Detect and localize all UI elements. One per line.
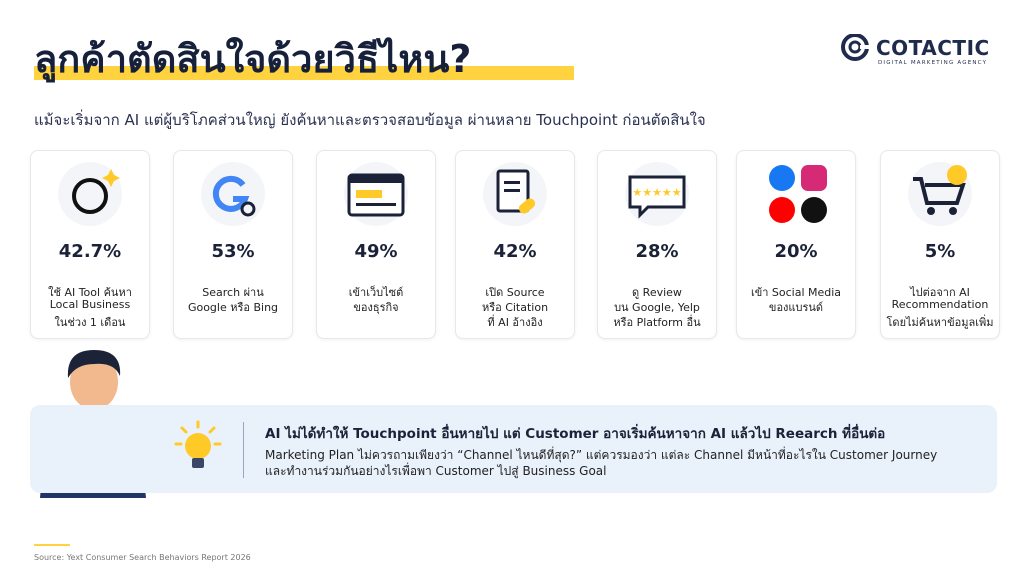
stat-label: Recommendation	[891, 298, 989, 311]
stat-label: Local Business	[49, 298, 131, 311]
logo-tagline: DIGITAL MARKETING AGENCY	[878, 60, 988, 66]
stat-label: ที่ AI อ้างอิง	[487, 316, 543, 329]
stat-value: 42%	[493, 241, 537, 262]
stat-label: หรือ Citation	[481, 301, 549, 314]
stat-card: 42% เปิด Source หรือ Citation ที่ AI อ้างอิ…	[455, 150, 575, 339]
stat-label: ใช้ AI Tool ค้นหา	[48, 286, 132, 299]
stat-card: ★★★★★ 28% ดู Review บน Google, Yelp หรือ Pla…	[597, 150, 717, 339]
card-icon	[344, 162, 408, 226]
source-bar	[34, 544, 70, 546]
stat-value: 53%	[211, 241, 255, 262]
stat-label: ของแบรนด์	[768, 301, 824, 314]
svg-text:★★★★★: ★★★★★	[632, 186, 681, 199]
stat-card: 49% เข้าเว็บไซต์ของธุรกิจ	[316, 150, 436, 339]
card-icon	[908, 162, 972, 226]
card-icon	[483, 162, 547, 226]
stat-label: Google หรือ Bing	[187, 301, 279, 314]
card-icon	[201, 162, 265, 226]
stat-label: หรือ Platform อื่น	[613, 316, 701, 329]
callout-body: Marketing Plan ไม่ควรถามเพียงว่า “Channe…	[265, 448, 938, 462]
card-icon	[769, 165, 827, 223]
callout-body: และทำงานร่วมกันอย่างไรเพื่อพา Customer ไ…	[265, 464, 607, 478]
stat-value: 42.7%	[58, 241, 122, 262]
divider	[243, 422, 244, 478]
callout-heading: AI ไม่ได้ทำให้ Touchpoint อื่นหายไป แต่ …	[265, 426, 886, 442]
stat-value: 5%	[924, 241, 956, 262]
source: Source: Yext Consumer Search Behaviors R…	[34, 553, 251, 562]
stat-label: เปิด Source	[485, 286, 545, 299]
subtitle: แม้จะเริ่มจาก AI แต่ผู้บริโภคส่วนใหญ่ ยั…	[34, 111, 706, 129]
stat-label: ดู Review	[632, 286, 682, 299]
stat-label: เข้าเว็บไซต์	[348, 286, 404, 299]
stat-card: 5% ไปต่อจาก AI Recommendation โดยไม่ค้นหาข้…	[880, 150, 1000, 339]
title: ลูกค้าตัดสินใจด้วยวิธีไหน?	[34, 37, 472, 81]
stat-label: บน Google, Yelp	[614, 301, 700, 314]
logo-name: COTACTIC	[876, 36, 990, 60]
logo-mark	[841, 34, 872, 61]
stat-value: 20%	[774, 241, 818, 262]
card-icon	[58, 162, 122, 226]
stat-card: 42.7% ใช้ AI Tool ค้นหา Local Business ในช่…	[30, 150, 150, 339]
title-highlight	[34, 66, 574, 80]
stat-card: 20% เข้า Social Media ของแบรนด์	[736, 150, 856, 339]
card-icon: ★★★★★	[625, 162, 689, 226]
stat-label: Search ผ่าน	[202, 286, 264, 299]
stat-label: โดยไม่ค้นหาข้อมูลเพิ่ม	[886, 316, 994, 329]
stat-label: ไปต่อจาก AI	[910, 286, 970, 299]
stat-label: ของธุรกิจ	[353, 301, 399, 314]
stat-label: ในช่วง 1 เดือน	[54, 316, 126, 329]
stat-label: เข้า Social Media	[750, 286, 842, 299]
lightbulb-icon	[174, 420, 222, 468]
stat-card: 53% Search ผ่าน Google หรือ Bing	[173, 150, 293, 339]
stat-value: 49%	[354, 241, 398, 262]
stat-value: 28%	[635, 241, 679, 262]
